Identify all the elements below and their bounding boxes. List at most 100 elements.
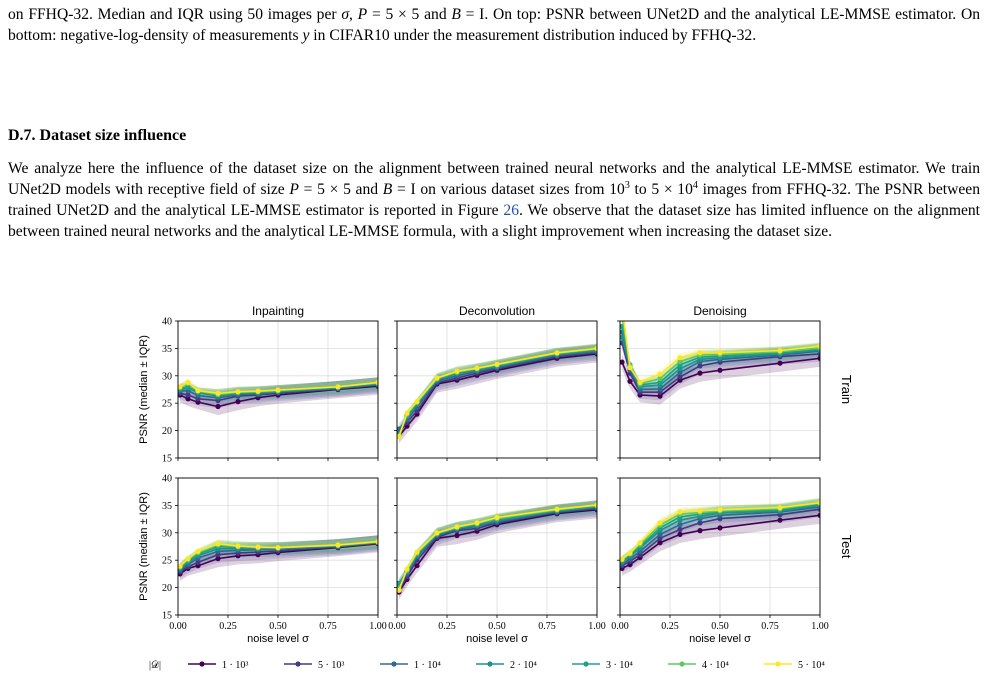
data-point: [275, 387, 281, 393]
x-axis-label: noise level σ: [689, 633, 751, 645]
legend-marker: [199, 661, 205, 667]
column-title: Inpainting: [252, 304, 304, 318]
x-tick-label: 1.00: [369, 621, 387, 632]
x-tick-label: 0.50: [488, 621, 506, 632]
data-point: [474, 520, 480, 526]
iqr-band: [622, 498, 820, 563]
figure-reference-link[interactable]: 26: [503, 202, 519, 219]
data-point: [185, 379, 191, 385]
data-point: [817, 355, 820, 361]
x-tick-label: 0.25: [438, 621, 456, 632]
data-point: [817, 343, 820, 349]
data-point: [777, 348, 783, 354]
caption-text: on FFHQ-32. Median and IQR using 50 imag…: [8, 6, 342, 23]
iqr-band: [622, 497, 820, 564]
plot-area: [397, 500, 597, 600]
caption-text: in CIFAR10 under the measurement distrib…: [309, 27, 757, 44]
data-point: [375, 539, 378, 545]
data-point: [777, 517, 783, 523]
data-point: [335, 542, 341, 548]
paragraph-math: P: [289, 181, 299, 198]
data-point: [178, 384, 183, 390]
data-point: [335, 384, 341, 390]
plot-area: [178, 535, 378, 582]
data-point: [185, 556, 191, 562]
column-title: Denoising: [693, 304, 746, 318]
x-tick-label: 0.75: [319, 621, 337, 632]
panel-test-deconvolution: 0.00 0.25 0.50 0.75 1.00 noise level σ: [388, 477, 606, 645]
data-point: [215, 556, 221, 562]
iqr-band: [622, 501, 820, 573]
data-point: [677, 526, 683, 533]
data-point: [657, 520, 663, 526]
data-point: [554, 350, 560, 356]
data-point: [414, 549, 420, 555]
data-point: [697, 370, 703, 376]
data-point: [677, 369, 683, 376]
data-point: [454, 368, 460, 374]
data-point: [657, 393, 663, 399]
legend-label: 5 · 10⁴: [798, 660, 825, 671]
y-tick-label: 25: [162, 556, 172, 567]
legend: |𝒟| 1 · 10³ 5 · 10³ 1 · 10⁴ 2 · 10⁴ 3 · 10⁴ 4 …: [149, 660, 825, 671]
data-point: [594, 345, 597, 351]
data-point: [717, 350, 723, 356]
data-point: [697, 528, 703, 534]
data-point: [620, 359, 625, 365]
y-axis-label: PSNR (median ± IQR): [138, 492, 150, 601]
data-point: [697, 520, 703, 526]
data-point: [657, 535, 663, 541]
data-point: [404, 566, 410, 572]
paragraph-text: = 5 × 5 and: [298, 181, 383, 198]
caption-math: P: [357, 6, 368, 23]
data-point: [434, 375, 440, 381]
data-point: [494, 361, 500, 367]
data-point: [717, 525, 723, 531]
data-point: [235, 543, 241, 549]
x-axis-label: noise level σ: [247, 633, 309, 645]
caption-math: σ: [341, 6, 350, 23]
data-point: [454, 532, 460, 539]
data-point: [657, 531, 663, 537]
y-tick-label: 20: [162, 583, 172, 594]
legend-title: |𝒟|: [149, 660, 161, 671]
legend-label: 4 · 10⁴: [702, 660, 729, 671]
y-tick-label: 15: [162, 454, 172, 465]
plot-area: [178, 377, 378, 416]
x-tick-label: 0.25: [219, 621, 237, 632]
y-tick-label: 35: [162, 344, 172, 355]
paragraph-text: to 5 × 10: [629, 181, 693, 198]
data-point: [619, 302, 624, 307]
data-point: [454, 524, 460, 530]
data-point: [627, 365, 633, 371]
data-point: [275, 545, 281, 551]
x-axis-label: noise level σ: [466, 633, 528, 645]
data-point: [414, 399, 420, 405]
legend-marker: [295, 661, 301, 667]
legend-label: 3 · 10⁴: [606, 660, 633, 671]
data-point: [375, 379, 378, 385]
data-point: [474, 365, 480, 371]
paragraph-text: = I on various dataset sizes from 10: [392, 181, 625, 198]
data-point: [657, 379, 663, 385]
legend-marker: [775, 661, 781, 667]
x-tick-label: 0.75: [538, 621, 556, 632]
caption-text: = 5 × 5 and: [367, 6, 452, 23]
paragraph-exponent: 4: [692, 179, 698, 191]
plot-area: [619, 302, 820, 405]
panel-test-denoising: 0.00 0.25 0.50 0.75 1.00 noise level σ Test: [611, 477, 854, 645]
x-tick-label: 1.00: [588, 621, 606, 632]
data-point: [255, 544, 261, 550]
column-title: Deconvolution: [459, 304, 535, 318]
iqr-band: [622, 506, 820, 576]
data-point: [619, 313, 624, 318]
x-tick-label: 0.50: [269, 621, 287, 632]
x-tick-label: 0.00: [169, 621, 187, 632]
y-tick-label: 30: [162, 371, 172, 382]
x-tick-label: 0.75: [761, 621, 779, 632]
caption-math: B: [451, 6, 461, 23]
y-tick-label: 35: [162, 501, 172, 512]
data-point: [195, 559, 201, 565]
row-label: Test: [839, 535, 854, 559]
legend-marker: [487, 661, 493, 667]
